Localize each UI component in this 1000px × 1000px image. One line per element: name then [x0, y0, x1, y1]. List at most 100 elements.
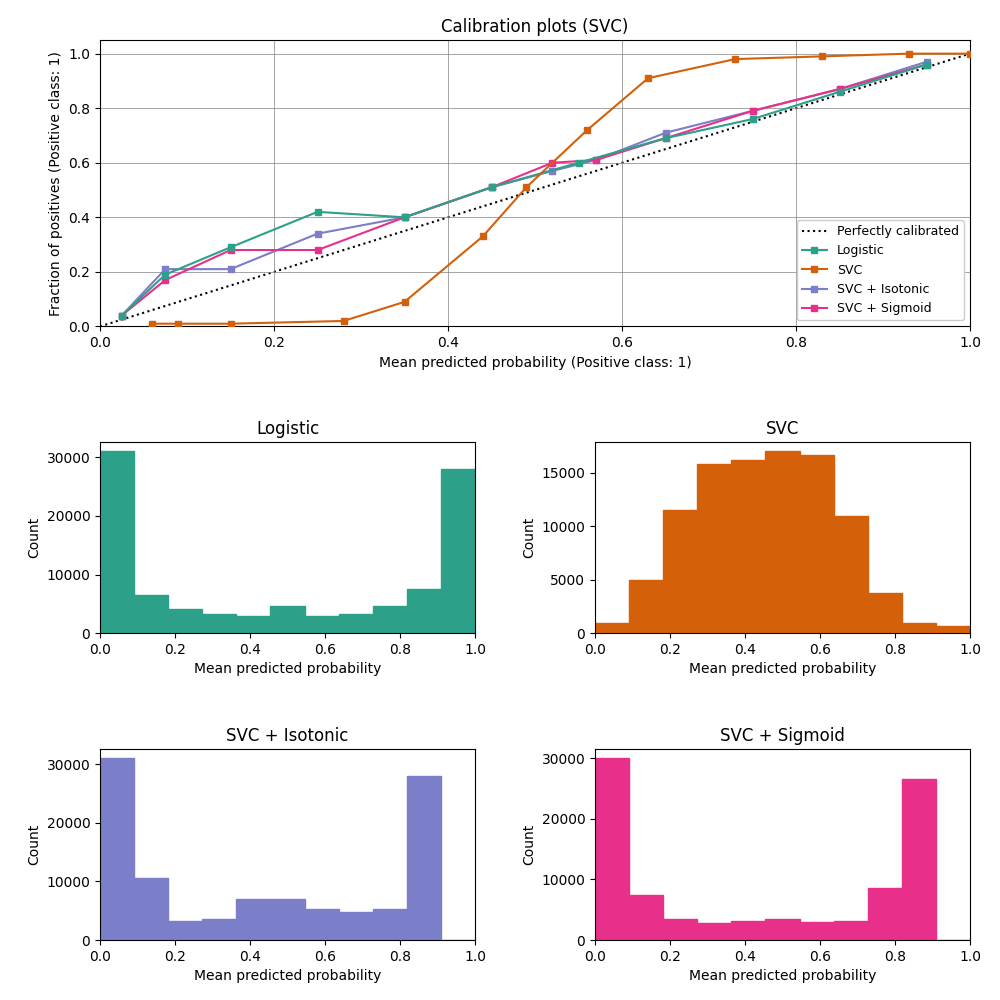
SVC	[398, 296, 411, 308]
Y-axis label: Count: Count	[27, 517, 41, 558]
Bar	[629, 895, 663, 940]
SVC	[816, 50, 828, 62]
Legend: Perfectly calibrated, Logistic, SVC, SVC + Isotonic, SVC + Sigmoid: Perfectly calibrated, Logistic, SVC, SVC…	[797, 220, 964, 320]
SVC + Isotonic	[660, 127, 672, 139]
Bar	[134, 595, 168, 633]
Title: SVC + Sigmoid: SVC + Sigmoid	[720, 727, 845, 745]
SVC + Sigmoid	[590, 154, 602, 166]
Bar	[100, 451, 134, 633]
Line: Logistic: Logistic	[118, 61, 930, 319]
Bar	[697, 923, 731, 940]
SVC + Sigmoid	[398, 211, 411, 223]
Bar	[168, 609, 202, 633]
Title: Calibration plots (SVC): Calibration plots (SVC)	[441, 18, 629, 36]
Bar	[270, 606, 305, 633]
SVC + Sigmoid	[660, 132, 672, 144]
Bar	[936, 626, 970, 633]
SVC + Isotonic	[746, 105, 759, 117]
Bar	[339, 614, 373, 633]
SVC + Isotonic	[116, 310, 128, 322]
Bar	[868, 593, 902, 633]
SVC	[520, 181, 532, 193]
X-axis label: Mean predicted probability: Mean predicted probability	[689, 969, 876, 983]
Bar	[663, 510, 697, 633]
X-axis label: Mean predicted probability: Mean predicted probability	[194, 969, 381, 983]
SVC	[146, 318, 158, 330]
Bar	[765, 919, 800, 940]
SVC + Isotonic	[398, 211, 411, 223]
Bar	[168, 921, 202, 940]
SVC + Isotonic	[486, 181, 498, 193]
Bar	[100, 758, 134, 940]
SVC + Isotonic	[546, 165, 558, 177]
SVC + Sigmoid	[746, 105, 759, 117]
SVC + Isotonic	[590, 154, 602, 166]
X-axis label: Mean predicted probability: Mean predicted probability	[689, 662, 876, 676]
Bar	[663, 919, 697, 940]
SVC	[642, 72, 654, 84]
X-axis label: Mean predicted probability: Mean predicted probability	[194, 662, 381, 676]
Logistic	[312, 206, 324, 218]
Bar	[202, 919, 236, 940]
Bar	[834, 516, 868, 633]
Bar	[236, 616, 270, 633]
Y-axis label: Count: Count	[522, 517, 536, 558]
SVC	[581, 124, 593, 136]
Bar	[800, 455, 834, 633]
SVC + Sigmoid	[116, 310, 128, 322]
Bar	[270, 899, 305, 940]
SVC + Sigmoid	[312, 244, 324, 256]
Bar	[731, 921, 765, 940]
Bar	[305, 616, 339, 633]
Logistic	[159, 269, 171, 281]
Bar	[629, 580, 663, 633]
SVC	[172, 318, 184, 330]
Bar	[697, 464, 731, 633]
Logistic	[746, 113, 759, 125]
Bar	[236, 899, 270, 940]
SVC + Sigmoid	[920, 59, 932, 71]
Bar	[902, 779, 936, 940]
Logistic	[486, 181, 498, 193]
Y-axis label: Count: Count	[522, 824, 536, 865]
Bar	[305, 909, 339, 940]
Title: SVC: SVC	[766, 420, 799, 438]
Bar	[902, 623, 936, 633]
Line: SVC + Sigmoid: SVC + Sigmoid	[118, 61, 930, 319]
Title: Logistic: Logistic	[256, 420, 319, 438]
Bar	[834, 921, 868, 940]
SVC + Sigmoid	[224, 244, 237, 256]
SVC	[964, 48, 976, 60]
Title: SVC + Isotonic: SVC + Isotonic	[226, 727, 349, 745]
Bar	[800, 922, 834, 940]
SVC + Isotonic	[159, 263, 171, 275]
Bar	[868, 888, 902, 940]
Logistic	[116, 310, 128, 322]
SVC	[477, 230, 489, 242]
Y-axis label: Count: Count	[27, 824, 41, 865]
Y-axis label: Fraction of positives (Positive class: 1): Fraction of positives (Positive class: 1…	[49, 51, 63, 316]
SVC + Sigmoid	[486, 181, 498, 193]
SVC + Sigmoid	[546, 157, 558, 169]
Logistic	[834, 86, 846, 98]
Bar	[407, 776, 441, 940]
SVC + Sigmoid	[834, 83, 846, 95]
SVC	[338, 315, 350, 327]
Bar	[441, 469, 475, 633]
Bar	[373, 606, 407, 633]
Bar	[339, 912, 373, 940]
Logistic	[398, 211, 411, 223]
Bar	[595, 758, 629, 940]
Bar	[407, 589, 441, 633]
SVC + Sigmoid	[159, 274, 171, 286]
Bar	[595, 623, 629, 633]
SVC	[729, 53, 741, 65]
Bar	[373, 909, 407, 940]
X-axis label: Mean predicted probability (Positive class: 1): Mean predicted probability (Positive cla…	[379, 356, 691, 370]
SVC + Isotonic	[834, 83, 846, 95]
SVC	[224, 318, 237, 330]
SVC + Isotonic	[312, 228, 324, 240]
Line: SVC + Isotonic: SVC + Isotonic	[118, 58, 930, 319]
Line: SVC: SVC	[149, 50, 973, 327]
Bar	[731, 460, 765, 633]
